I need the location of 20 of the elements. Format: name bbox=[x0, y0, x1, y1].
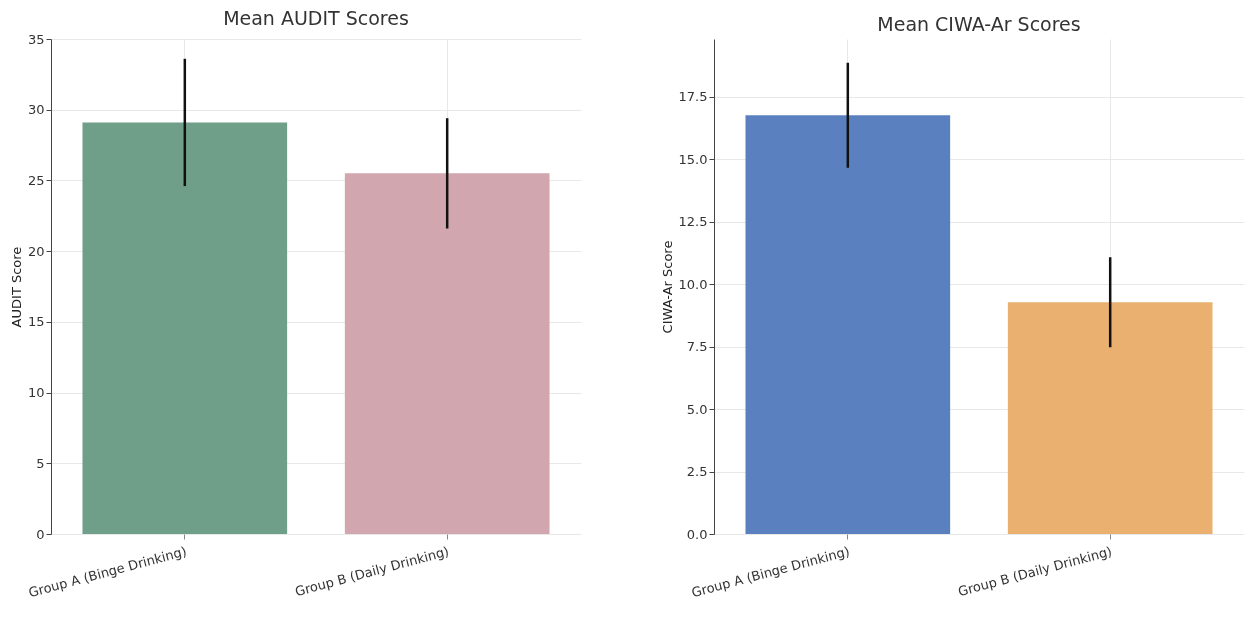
y-tick-label: 7.5 bbox=[686, 339, 708, 354]
chart-title: Mean AUDIT Scores bbox=[223, 7, 409, 29]
y-tick-label: 12.5 bbox=[678, 214, 708, 229]
y-tick-label: 10.0 bbox=[678, 276, 708, 292]
y-tick-label: 20 bbox=[27, 243, 45, 259]
y-tick-label: 15 bbox=[27, 314, 45, 330]
y-tick-label: 35 bbox=[27, 31, 45, 47]
y-tick-label: 25 bbox=[27, 172, 45, 188]
y-tick-label: 15.0 bbox=[678, 151, 708, 167]
y-tick-label: 5 bbox=[36, 455, 45, 471]
y-tick-label: 17.5 bbox=[678, 89, 708, 104]
y-axis-title: AUDIT Score bbox=[8, 246, 24, 328]
y-tick-label: 5.0 bbox=[686, 401, 708, 417]
y-tick-label: 2.5 bbox=[686, 464, 708, 479]
y-axis-title: CIWA-Ar Score bbox=[659, 240, 675, 334]
y-tick-label: 0 bbox=[36, 526, 45, 542]
y-tick-label: 10 bbox=[27, 385, 45, 401]
y-tick-label: 0.0 bbox=[686, 526, 708, 542]
chart-title: Mean CIWA-Ar Scores bbox=[877, 13, 1081, 35]
y-tick-label: 30 bbox=[27, 102, 45, 118]
